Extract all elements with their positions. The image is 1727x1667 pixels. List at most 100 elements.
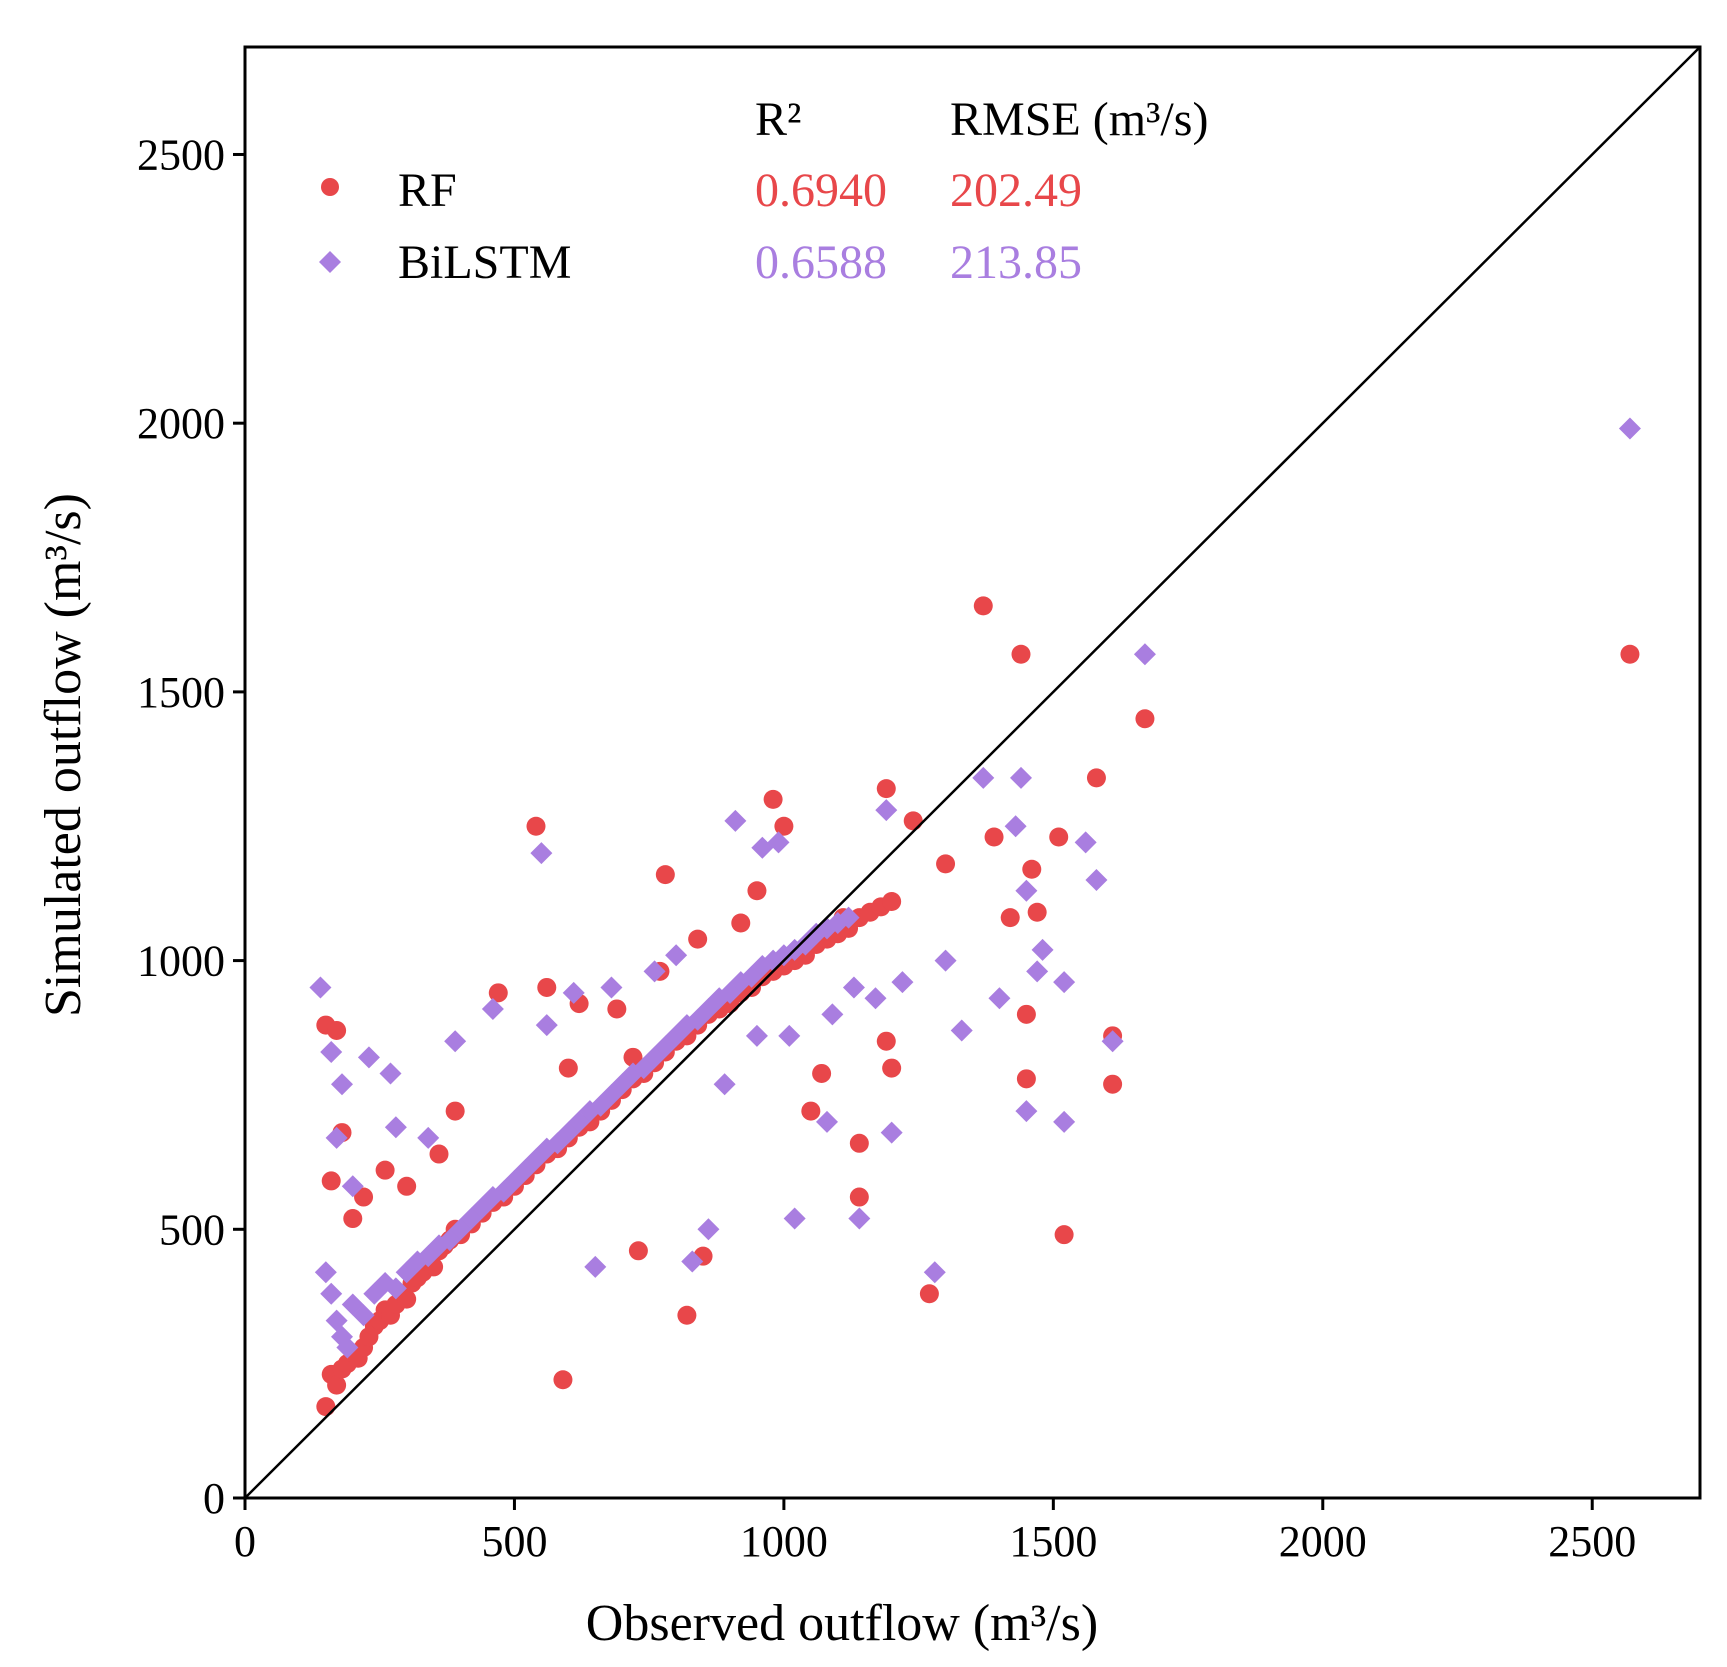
bilstm-point-2 (320, 1282, 343, 1305)
stats-header-rmse: RMSE (m³/s) (950, 93, 1208, 146)
bilstm-point-101 (821, 1003, 844, 1026)
rf-point-65 (882, 891, 902, 911)
y-tick-label-1500: 1500 (137, 668, 225, 717)
rf-point-99 (1620, 644, 1640, 664)
y-tick-label-1000: 1000 (137, 937, 225, 986)
bilstm-point-104 (891, 971, 914, 994)
rf-point-15 (397, 1289, 417, 1309)
x-tick-label-1500: 1500 (1009, 1517, 1097, 1566)
bilstm-point-99 (745, 1024, 768, 1047)
rf-point-78 (537, 977, 557, 997)
bilstm-point-69 (724, 809, 747, 832)
rf-point-88 (936, 854, 956, 874)
bilstm-point-89 (681, 1250, 704, 1273)
rf-point-67 (327, 1020, 347, 1040)
bilstm-point-53 (320, 1040, 343, 1063)
bilstm-point-83 (1074, 831, 1097, 854)
bilstm-point-95 (988, 987, 1011, 1010)
rf-point-101 (677, 1305, 697, 1325)
bilstm-point-72 (783, 1207, 806, 1230)
x-tick-label-1000: 1000 (740, 1517, 828, 1566)
plot-frame (243, 45, 1702, 1500)
rf-point-82 (655, 865, 675, 885)
bilstm-point-85 (1101, 1030, 1124, 1053)
rf-point-73 (397, 1176, 417, 1196)
rf-point-74 (429, 1144, 449, 1164)
y-tick-label-500: 500 (159, 1205, 225, 1254)
bilstm-point-91 (816, 1110, 838, 1133)
rf-point-119 (882, 1058, 902, 1078)
stats-bilstm-r2: 0.6588 (755, 236, 887, 289)
stats-bilstm-rmse: 213.85 (950, 236, 1082, 289)
bilstm-point-1 (314, 1261, 337, 1284)
rf-point-116 (812, 1063, 832, 1083)
bilstm-point-74 (875, 799, 898, 822)
y-axis-label: Simulated outflow (m³/s) (35, 493, 92, 1017)
bilstm-point-7 (352, 1304, 375, 1327)
bilstm-point-98 (713, 1073, 736, 1096)
rf-point-71 (354, 1187, 374, 1207)
rf-point-113 (731, 913, 751, 933)
bilstm-point-92 (880, 1121, 903, 1144)
bilstm-point-78 (1004, 815, 1027, 838)
legend-rf-label: RF (398, 164, 457, 217)
stats-rf-r2: 0.6940 (755, 164, 887, 217)
bilstm-point-88 (584, 1255, 607, 1278)
bilstm-point-67 (643, 960, 666, 983)
bilstm-point-68 (665, 944, 688, 967)
bilstm-point-64 (535, 1014, 558, 1037)
stats-rf-rmse: 202.49 (950, 164, 1082, 217)
bilstm-point-52 (837, 906, 860, 929)
x-tick-label-500: 500 (481, 1517, 547, 1566)
rf-point-79 (558, 1058, 578, 1078)
rf-point-92 (1027, 902, 1047, 922)
rf-point-98 (1135, 709, 1155, 729)
rf-point-94 (1054, 1225, 1074, 1245)
bilstm-point-96 (1015, 1100, 1038, 1123)
rf-point-81 (607, 999, 627, 1019)
rf-point-100 (553, 1370, 573, 1390)
rf-point-0 (316, 1397, 336, 1417)
rf-point-2 (327, 1375, 347, 1395)
rf-point-115 (801, 1101, 821, 1121)
rf-point-85 (774, 816, 794, 836)
y-tick-label-0: 0 (203, 1474, 225, 1523)
points-layer (309, 417, 1641, 1417)
rf-point-105 (919, 1284, 939, 1304)
bilstm-point-80 (1031, 938, 1054, 961)
x-tick-label-0: 0 (234, 1517, 256, 1566)
rf-point-89 (973, 596, 993, 616)
rf-point-90 (1011, 644, 1031, 664)
x-axis-label: Observed outflow (m³/s) (586, 1595, 1098, 1652)
rf-point-69 (321, 1171, 341, 1191)
rf-point-77 (526, 816, 546, 836)
bilstm-point-102 (842, 976, 865, 999)
rf-point-109 (1016, 1069, 1036, 1089)
bilstm-point-62 (481, 997, 504, 1020)
stats-header-r2: R² (755, 93, 801, 146)
bilstm-point-84 (1085, 868, 1108, 891)
rf-point-84 (763, 789, 783, 809)
rf-point-91 (1022, 859, 1042, 879)
bilstm-point-20 (492, 1180, 515, 1203)
x-tick-label-2500: 2500 (1548, 1517, 1636, 1566)
rf-point-72 (375, 1160, 395, 1180)
legend-rf-marker (321, 178, 339, 196)
rf-point-114 (747, 881, 767, 901)
bilstm-point-66 (600, 976, 623, 999)
rf-point-95 (1086, 768, 1106, 788)
bilstm-point-103 (864, 987, 887, 1010)
ticks-layer: 0 500 1000 1500 2000 2500 0 500 1000 1500 2000 2500 (137, 130, 1636, 1566)
rf-point-87 (903, 811, 923, 831)
bilstm-point-65 (562, 981, 585, 1004)
rf-point-107 (1000, 908, 1020, 928)
bilstm-point-93 (934, 949, 957, 972)
rf-point-118 (876, 1031, 896, 1051)
rf-point-106 (984, 827, 1004, 847)
bilstm-point-54 (331, 1073, 353, 1096)
rf-point-93 (1049, 827, 1069, 847)
bilstm-point-76 (972, 766, 995, 789)
rf-point-102 (628, 1241, 648, 1261)
